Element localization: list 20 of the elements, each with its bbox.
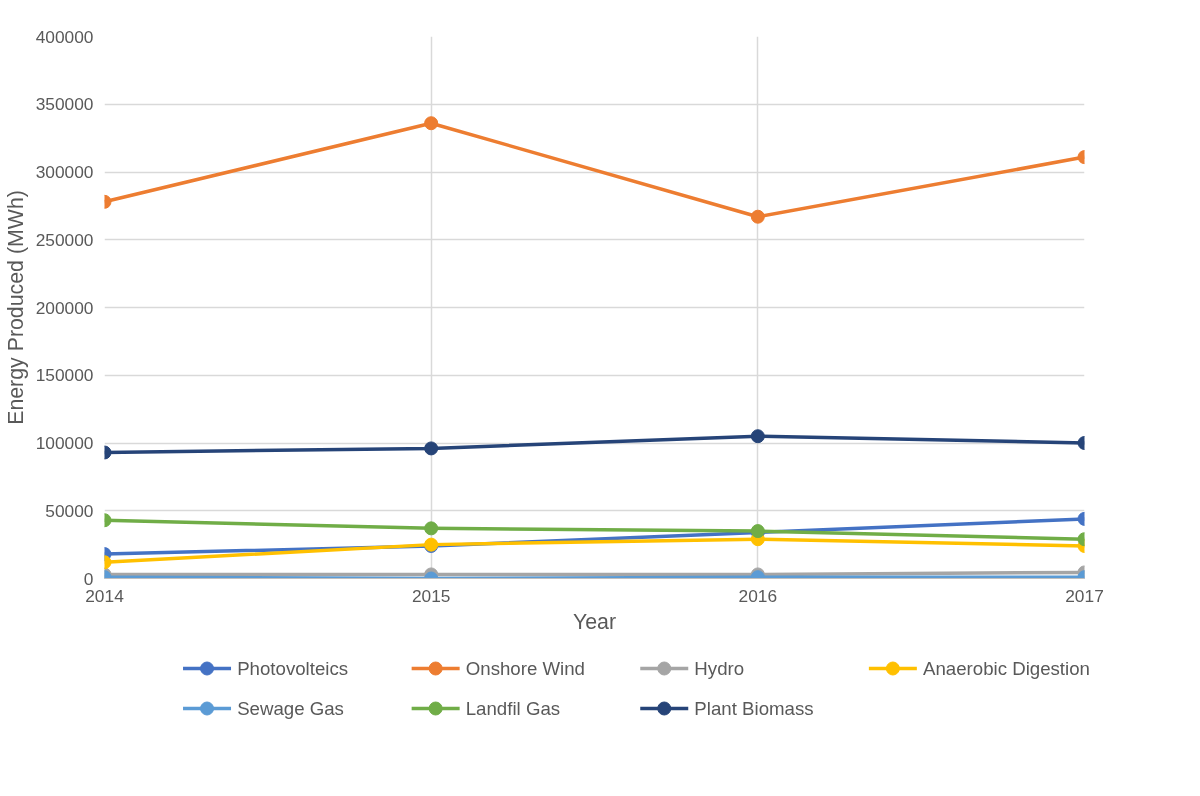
y-tick-label: 300000 [35,162,94,182]
y-tick-label: 50000 [45,500,94,521]
legend-label: Hydro [694,658,745,679]
legend-label: Plant Biomass [694,698,814,719]
legend-label: Anaerobic Digestion [922,658,1090,679]
legend-label: Sewage Gas [237,698,344,719]
x-tick-label: 2015 [411,585,451,606]
legend-label: Onshore Wind [465,658,585,679]
y-tick-label: 250000 [35,229,94,250]
y-tick-label: 350000 [35,94,94,115]
y-tick-label: 200000 [35,297,94,318]
x-tick-label: 2016 [738,585,778,606]
x-tick-label: 2017 [1065,585,1104,606]
y-tick-label: 150000 [35,365,94,386]
x-axis-title: Year [572,609,617,634]
y-tick-label: 100000 [35,433,94,453]
y-axis-title: Energy Produced (MWh) [3,190,28,425]
legend-label: Landfil Gas [465,698,561,719]
y-tick-label: 400000 [35,26,94,47]
legend-label: Photovolteics [237,658,349,679]
